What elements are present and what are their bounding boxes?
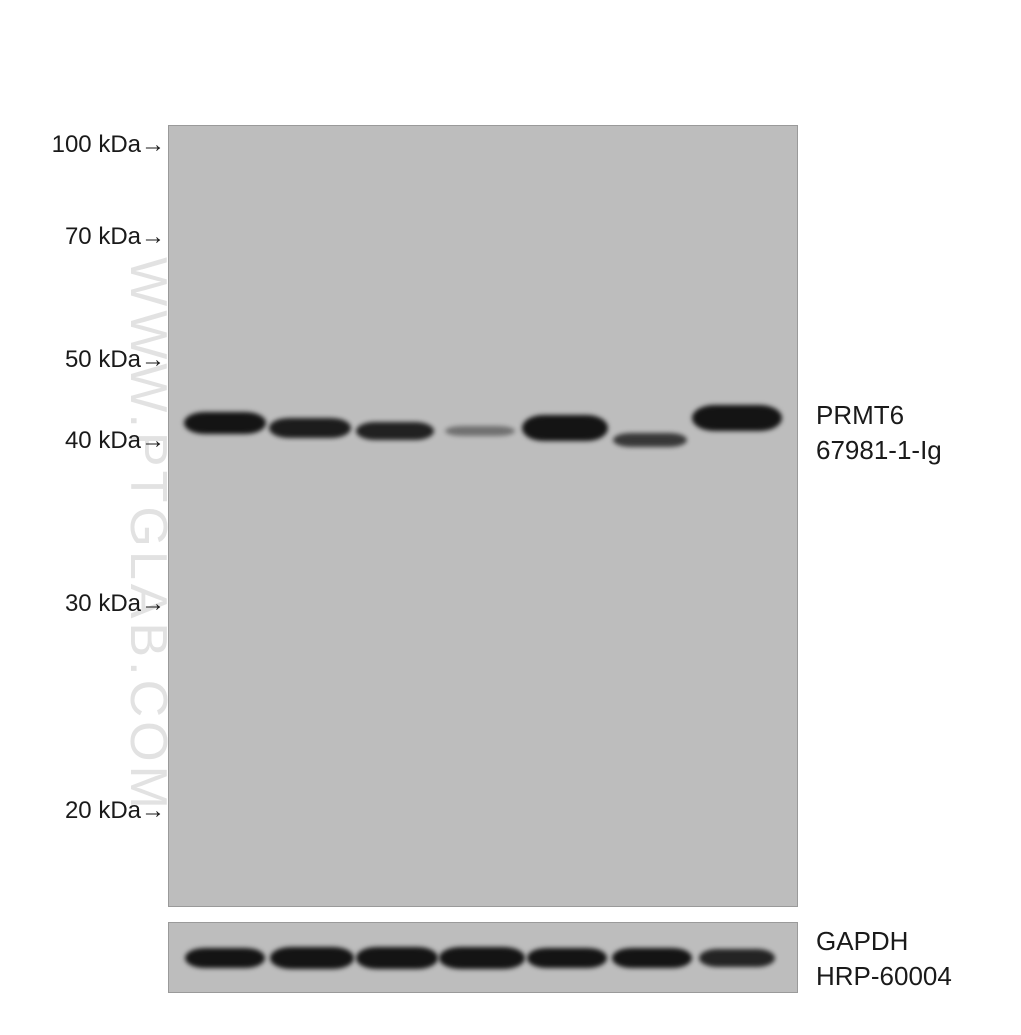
loading-catalog-number: HRP-60004 <box>816 959 952 994</box>
loading-protein-name: GAPDH <box>816 924 952 959</box>
protein-band <box>522 415 608 441</box>
target-annotation: PRMT6 67981-1-Ig <box>816 398 942 468</box>
target-catalog-number: 67981-1-Ig <box>816 433 942 468</box>
protein-band <box>613 433 687 447</box>
protein-band <box>527 948 607 968</box>
ladder-mark: 70 kDa→ <box>65 223 165 251</box>
protein-band <box>356 422 434 440</box>
ladder-mark: 30 kDa→ <box>65 590 165 618</box>
lane-labels-row: HeLaHEK-293HepG2JurkatK-562HSC-T6NIH/3T3 <box>0 0 1021 120</box>
loading-annotation: GAPDH HRP-60004 <box>816 924 952 994</box>
protein-band <box>356 947 438 969</box>
main-blot-membrane <box>168 125 798 907</box>
protein-band <box>699 949 775 967</box>
ladder-mark: 40 kDa→ <box>65 427 165 455</box>
protein-band <box>269 418 351 438</box>
ladder-mark: 50 kDa→ <box>65 346 165 374</box>
protein-band <box>185 948 265 968</box>
protein-band <box>612 948 692 968</box>
protein-band <box>270 947 354 969</box>
target-protein-name: PRMT6 <box>816 398 942 433</box>
protein-band <box>184 412 266 434</box>
protein-band <box>445 426 515 436</box>
protein-band <box>692 405 782 431</box>
ladder-mark: 100 kDa→ <box>52 131 165 159</box>
protein-band <box>439 947 525 969</box>
figure-container: WWW.PTGLAB.COM 100 kDa→70 kDa→50 kDa→40 … <box>0 0 1021 1035</box>
ladder-mark: 20 kDa→ <box>65 797 165 825</box>
